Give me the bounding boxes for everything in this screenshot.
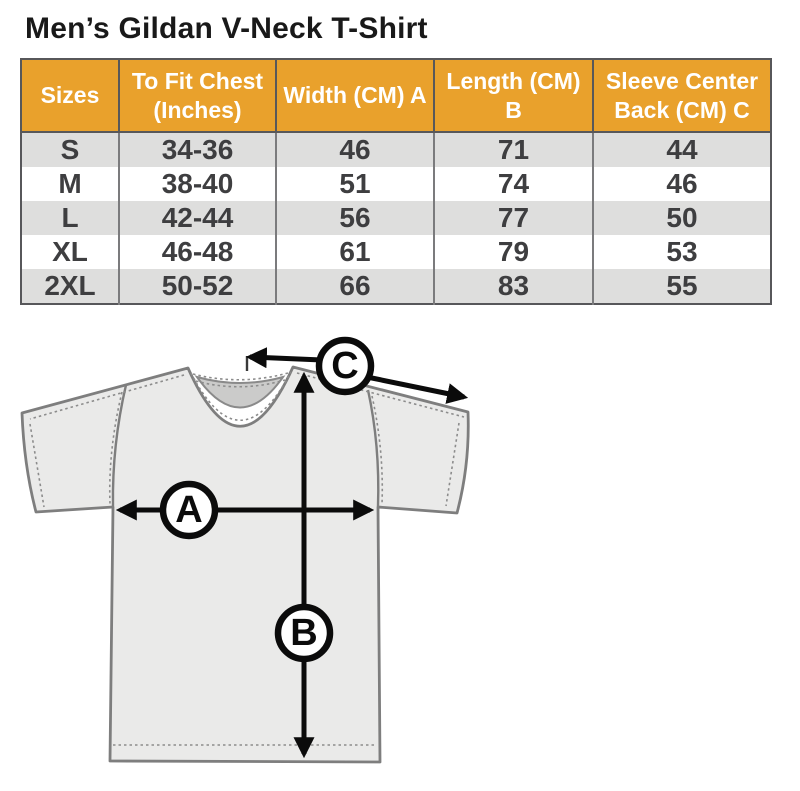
cell-size: 2XL	[21, 269, 119, 304]
sleeve-arrow-C-left	[245, 347, 323, 369]
armhole-seam-right	[366, 389, 380, 507]
table-row-s: S 34-36 46 71 44	[21, 132, 771, 167]
page-title: Men’s Gildan V-Neck T-Shirt	[25, 12, 428, 45]
cell-sleeve: 55	[592, 269, 771, 304]
cell-length: 83	[433, 269, 593, 304]
cell-size: S	[21, 132, 119, 167]
cell-sleeve: 50	[592, 201, 771, 235]
column-header-sizes: Sizes	[21, 59, 119, 133]
table-row-xl: XL 46-48 61 79 53	[21, 235, 771, 269]
cell-size: L	[21, 201, 119, 235]
badge-A-label: A	[175, 489, 202, 531]
badge-C-label: C	[331, 345, 358, 387]
table-row-l: L 42-44 56 77 50	[21, 201, 771, 235]
cell-width: 46	[275, 132, 434, 167]
cell-length: 74	[433, 167, 593, 201]
badge-B-circle	[274, 603, 334, 663]
cell-chest: 42-44	[118, 201, 276, 235]
table-row-2xl: 2XL 50-52 66 83 55	[21, 269, 771, 304]
badge-A-circle	[159, 480, 219, 540]
cell-length: 71	[433, 132, 593, 167]
badge-B-label: B	[290, 612, 317, 654]
table-row-m: M 38-40 51 74 46	[21, 167, 771, 201]
cell-size: XL	[21, 235, 119, 269]
cell-chest: 50-52	[118, 269, 276, 304]
column-header-chest: To Fit Chest (Inches)	[118, 59, 276, 133]
cell-sleeve: 53	[592, 235, 771, 269]
cell-width: 51	[275, 167, 434, 201]
cell-width: 66	[275, 269, 434, 304]
cell-width: 56	[275, 201, 434, 235]
cell-length: 79	[433, 235, 593, 269]
cell-sleeve: 44	[592, 132, 771, 167]
cell-size: M	[21, 167, 119, 201]
cell-chest: 38-40	[118, 167, 276, 201]
cell-length: 77	[433, 201, 593, 235]
tshirt-measurement-diagram: A B C	[20, 336, 470, 764]
size-chart-table: Sizes To Fit Chest (Inches) Width (CM) A…	[20, 58, 772, 305]
armhole-seam-left	[111, 384, 128, 507]
tshirt-outline	[20, 365, 470, 764]
sleeve-arrow-C-right	[366, 374, 469, 404]
badge-C-circle	[315, 336, 375, 396]
cell-chest: 34-36	[118, 132, 276, 167]
cell-sleeve: 46	[592, 167, 771, 201]
column-header-width: Width (CM) A	[275, 59, 434, 133]
cell-width: 61	[275, 235, 434, 269]
column-header-sleeve: Sleeve Center Back (CM) C	[592, 59, 771, 133]
measurement-badges: A B C	[159, 336, 375, 663]
column-header-length: Length (CM) B	[433, 59, 593, 133]
cell-chest: 46-48	[118, 235, 276, 269]
size-chart-header: Sizes To Fit Chest (Inches) Width (CM) A…	[21, 59, 771, 133]
